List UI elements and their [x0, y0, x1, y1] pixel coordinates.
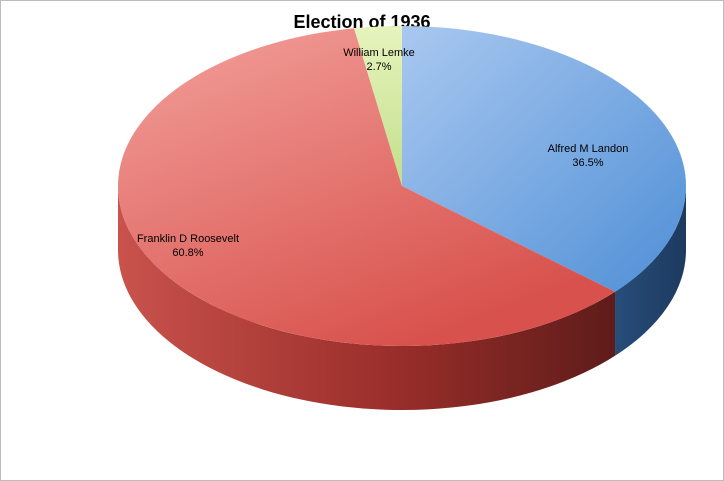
slice-alfred-m-landon-side: [615, 186, 686, 356]
slice-alfred-m-landon-value-label: 36.5%: [572, 157, 603, 169]
slice-william-lemke-value-label: 2.7%: [366, 61, 391, 73]
slice-alfred-m-landon-name-label: Alfred M Landon: [548, 143, 629, 155]
slice-franklin-d-roosevelt-side: [118, 186, 616, 410]
pie-tops: [118, 26, 687, 346]
slice-alfred-m-landon: [402, 26, 687, 292]
slice-william-lemke: [354, 26, 402, 186]
pie-labels: Alfred M Landon 36.5% Franklin D Roosevelt…: [137, 47, 628, 259]
slice-franklin-d-roosevelt: [118, 28, 616, 346]
slice-franklin-d-roosevelt-name-label: Franklin D Roosevelt: [137, 233, 239, 245]
slice-franklin-d-roosevelt-value-label: 60.8%: [172, 247, 203, 259]
slice-william-lemke-name-label: William Lemke: [343, 47, 415, 59]
pie-sides: [118, 186, 686, 410]
